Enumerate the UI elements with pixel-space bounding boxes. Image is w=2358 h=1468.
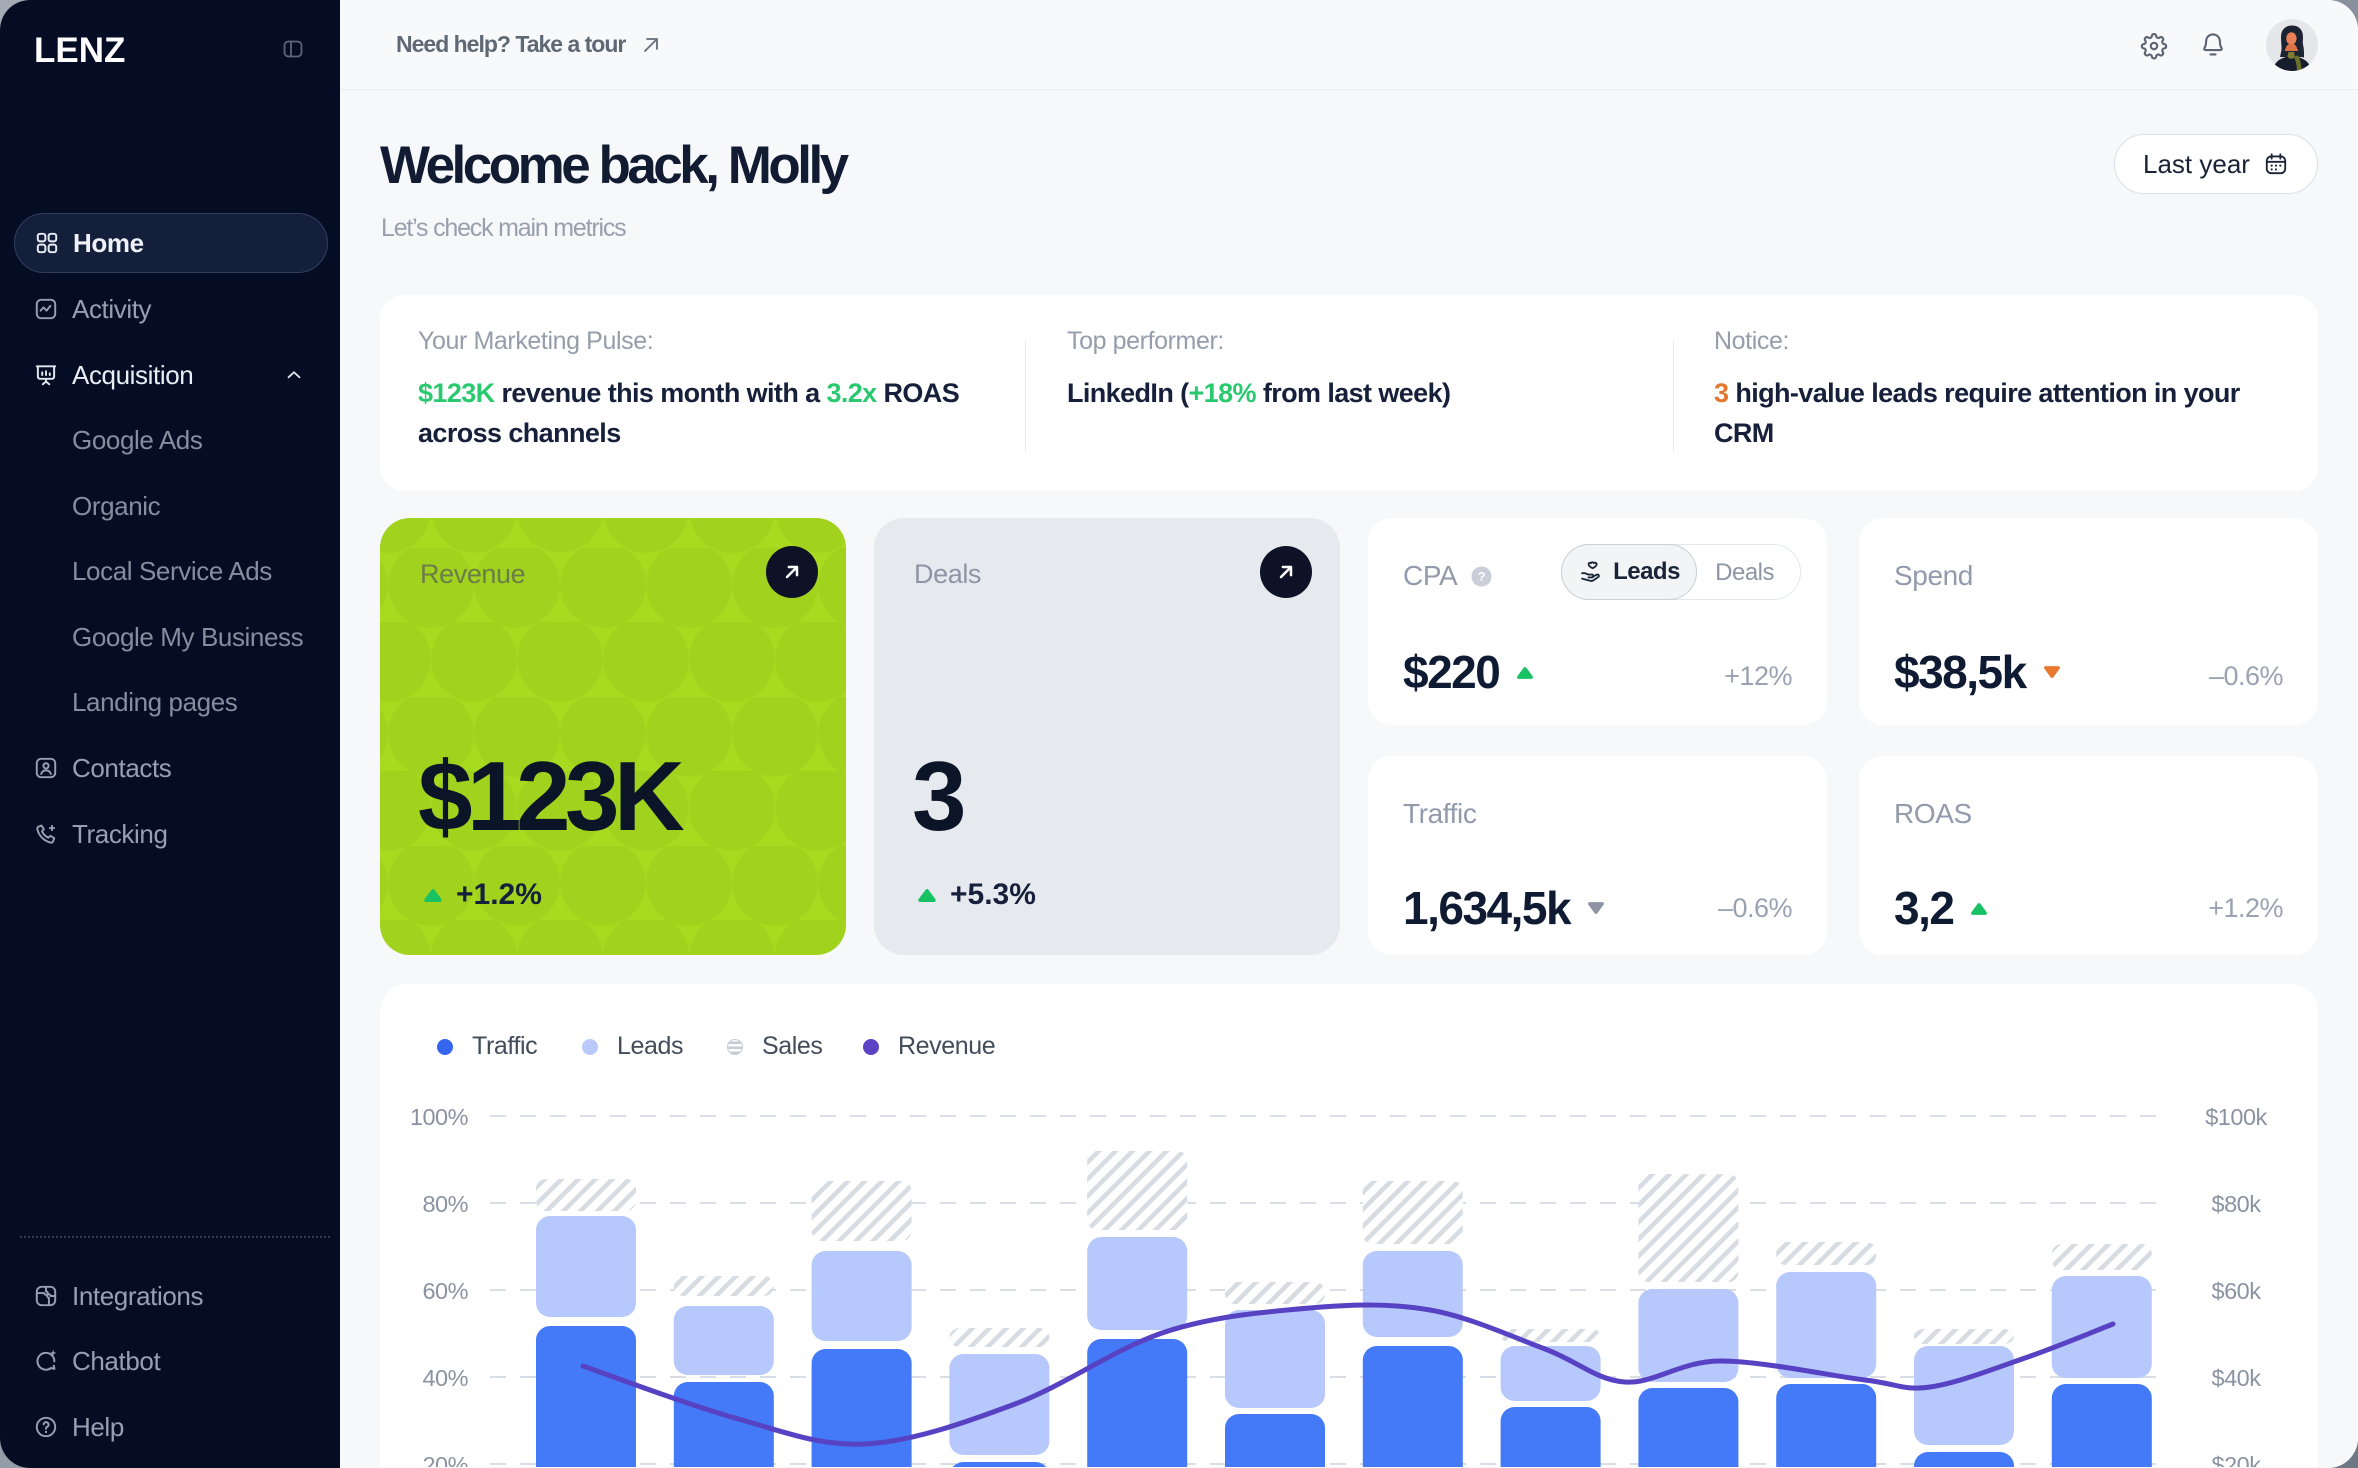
svg-text:$80k: $80k: [2212, 1191, 2262, 1217]
svg-text:60%: 60%: [422, 1278, 468, 1304]
svg-text:$100k: $100k: [2205, 1104, 2267, 1130]
svg-text:?: ?: [1478, 570, 1485, 584]
svg-text:40%: 40%: [422, 1365, 468, 1391]
svg-text:100%: 100%: [410, 1104, 469, 1130]
svg-text:$60k: $60k: [2212, 1278, 2262, 1304]
svg-text:$40k: $40k: [2212, 1365, 2262, 1391]
svg-text:20%: 20%: [422, 1452, 468, 1467]
svg-text:$20k: $20k: [2212, 1452, 2262, 1467]
svg-text:80%: 80%: [422, 1191, 468, 1217]
